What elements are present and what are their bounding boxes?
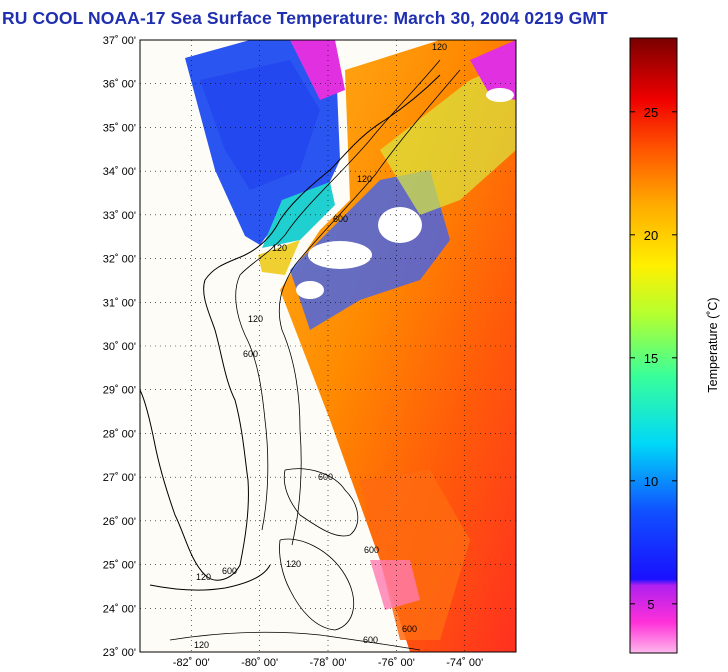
- colorbar-ticks: 5 10 15 20 25: [630, 105, 677, 612]
- contour-label: 120: [286, 559, 301, 569]
- longitude-labels: -82˚ 00' -80˚ 00' -78˚ 00' -76˚ 00' -74˚ 00': [173, 657, 483, 669]
- coastline-keys: [149, 564, 271, 591]
- sst-cold-patch: [200, 60, 320, 190]
- contour-120: [235, 59, 441, 531]
- sst-bahamas-warm: [360, 470, 470, 640]
- latitude-labels: 23˚ 00' 24˚ 00' 25˚ 00' 26˚ 00' 27˚ 00' 28˚ 0…: [103, 35, 136, 659]
- colorbar-label: Temperature (˚C): [706, 297, 720, 392]
- graticule: [140, 40, 516, 652]
- latitude-tick-label: 26˚ 00': [103, 516, 136, 528]
- sst-green-band: [380, 60, 516, 215]
- contour-cuba: [169, 631, 421, 651]
- cloud-gap: [296, 281, 324, 299]
- contour-bahamas-south: [279, 538, 354, 631]
- contour-600: [278, 69, 461, 546]
- latitude-tick-label: 35˚ 00': [103, 122, 136, 134]
- longitude-tick-label: -78˚ 00': [310, 657, 347, 669]
- latitude-tick-label: 33˚ 00': [103, 210, 136, 222]
- sst-cyan-coast: [262, 182, 335, 248]
- colorbar-tick-label: 5: [647, 597, 654, 612]
- contour-label: 600: [222, 566, 237, 576]
- chart-title: RU COOL NOAA-17 Sea Surface Temperature:…: [2, 8, 608, 28]
- latitude-tick-label: 31˚ 00': [103, 297, 136, 309]
- longitude-tick-label: -74˚ 00': [446, 657, 483, 669]
- sst-magenta-patch-north: [290, 40, 345, 100]
- latitude-tick-label: 24˚ 00': [103, 603, 136, 615]
- cloud-gap: [378, 207, 422, 243]
- contour-label: 600: [363, 635, 378, 645]
- colorbar-tick-label: 20: [644, 228, 658, 243]
- latitude-tick-label: 28˚ 00': [103, 428, 136, 440]
- sst-pink-shelf: [370, 560, 420, 610]
- sst-yellow-coast: [258, 240, 300, 275]
- contour-label: 600: [243, 349, 258, 359]
- cloud-gap: [486, 88, 514, 102]
- latitude-tick-label: 29˚ 00': [103, 385, 136, 397]
- contour-label: 600: [402, 624, 417, 634]
- colorbar-tick-label: 15: [644, 351, 658, 366]
- map-frame: [139, 39, 517, 653]
- contour-label: 600: [333, 214, 348, 224]
- latitude-tick-label: 37˚ 00': [103, 35, 136, 47]
- longitude-tick-label: -76˚ 00': [378, 657, 415, 669]
- colorbar-tick-label: 25: [644, 105, 658, 120]
- contour-label: 120: [432, 42, 447, 52]
- sst-magenta-patch-east: [470, 40, 516, 100]
- contour-label: 120: [196, 572, 211, 582]
- latitude-tick-label: 36˚ 00': [103, 79, 136, 91]
- contour-label: 120: [272, 243, 287, 253]
- latitude-tick-label: 25˚ 00': [103, 560, 136, 572]
- contour-label: 120: [248, 314, 263, 324]
- coastline: [140, 74, 441, 581]
- cloud-gap: [308, 241, 372, 269]
- longitude-tick-label: -82˚ 00': [173, 657, 210, 669]
- contour-bahamas: [283, 468, 359, 537]
- latitude-tick-label: 30˚ 00': [103, 341, 136, 353]
- contour-label: 600: [364, 545, 379, 555]
- colorbar-tick-label: 10: [644, 474, 658, 489]
- latitude-tick-label: 34˚ 00': [103, 166, 136, 178]
- latitude-tick-label: 23˚ 00': [103, 647, 136, 659]
- contour-label: 120: [194, 640, 209, 650]
- latitude-tick-label: 27˚ 00': [103, 472, 136, 484]
- contour-label: 120: [357, 174, 372, 184]
- colorbar-scale: [629, 37, 678, 654]
- longitude-tick-label: -80˚ 00': [241, 657, 278, 669]
- latitude-tick-label: 32˚ 00': [103, 254, 136, 266]
